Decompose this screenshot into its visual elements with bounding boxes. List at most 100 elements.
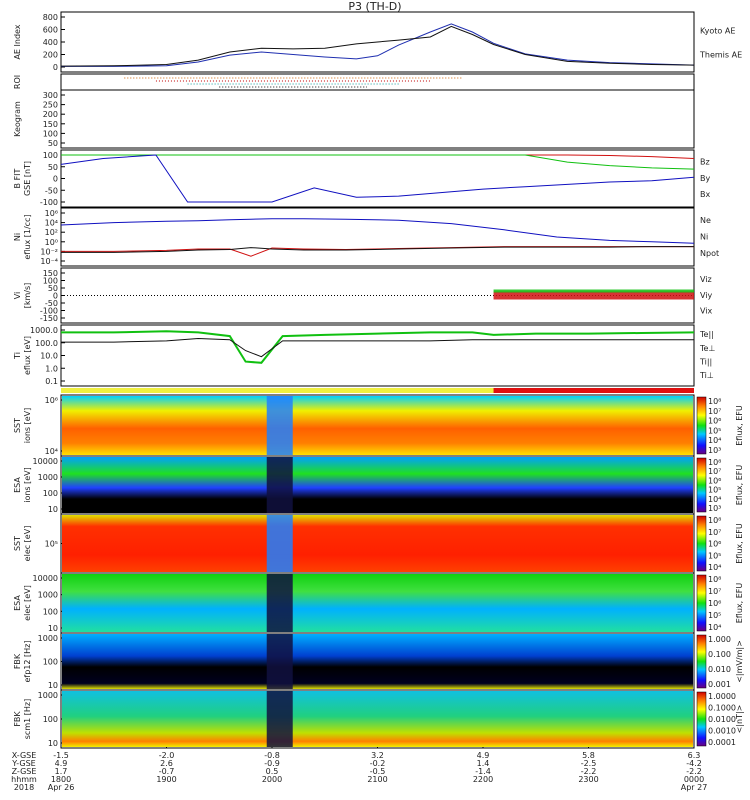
colorbar-label: <|mV/m|> [735, 640, 744, 683]
y-tick-label: 10⁴ [45, 447, 58, 456]
y-tick-label: 10⁵ [45, 540, 58, 549]
y-tick-label: 50 [48, 139, 58, 148]
y-tick-label: 10000 [33, 457, 58, 466]
colorbar-tick: 10⁶ [708, 540, 721, 549]
panel-ylabel: B FIT [13, 168, 22, 188]
x-axis-value: 4.9 [55, 759, 68, 768]
x-axis-row-label: hhmm [11, 775, 37, 784]
x-axis-value: 2000 [262, 775, 282, 784]
spectrogram-gap-fbk_e [266, 634, 293, 689]
spectrogram-sst_i [62, 396, 693, 455]
panel-ylabel: AE Index [13, 24, 22, 59]
x-axis-value: 1.7 [55, 767, 68, 776]
colorbar-tick: 10⁵ [708, 426, 721, 435]
spectrogram-gap-fbk_b [266, 691, 293, 747]
spectrogram-gap-sst_e [266, 515, 293, 572]
y-tick-label: 400 [43, 38, 58, 47]
y-tick-label: 10000 [33, 574, 58, 583]
x-axis-value: -2.5 [581, 759, 597, 768]
series-kyoto-ae [61, 23, 695, 67]
series-themis-ae [60, 25, 695, 67]
y-tick-label: 10⁴ [45, 219, 58, 228]
panel-unit: eflux [eV] [23, 336, 32, 375]
x-axis-value: 2.6 [160, 759, 173, 768]
x-axis-value: 1.4 [477, 759, 490, 768]
legend-entry: Viy [700, 291, 713, 300]
panel-unit: ions [eV] [23, 408, 32, 444]
spectrogram-esa_i [62, 457, 693, 513]
colorbar [696, 691, 707, 747]
y-tick-label: 1000 [38, 634, 58, 643]
colorbar-label: Eflux, EFU [735, 465, 744, 506]
colorbar-tick: 1.000 [708, 635, 731, 644]
series-ni [61, 246, 694, 253]
x-axis-value: -2.2 [581, 767, 597, 776]
series-bx [60, 154, 695, 203]
x-axis-row-label: Y-GSE [11, 759, 35, 768]
colorbar-tick: 1.0000 [708, 692, 736, 701]
legend-entry: Te⊥ [699, 344, 715, 353]
y-tick-label: 10 [48, 681, 58, 690]
colorbar-tick: 0.0001 [708, 738, 736, 747]
y-tick-label: 200 [43, 110, 58, 119]
x-axis-row-label: Z-GSE [12, 767, 37, 776]
panel-unit: elec [eV] [23, 585, 32, 621]
legend-entry: Bz [700, 158, 710, 167]
colorbar-tick: 10⁴ [708, 495, 721, 504]
x-axis-value: 2300 [578, 775, 598, 784]
colorbar [696, 396, 707, 455]
colorbar-tick: 10⁴ [708, 623, 721, 632]
colorbar-tick: 10⁸ [708, 516, 721, 525]
x-axis-value: 4.9 [477, 751, 490, 760]
y-tick-label: 600 [43, 26, 58, 35]
x-axis-value: -0.5 [370, 767, 386, 776]
panel-unit: eflux [1/cc] [23, 214, 32, 259]
x-axis-value: -0.7 [159, 767, 175, 776]
y-tick-label: -100 [40, 198, 58, 207]
colorbar [696, 574, 707, 632]
y-tick-label: 10 [48, 505, 58, 514]
x-axis-value: -1.4 [475, 767, 491, 776]
panel-bfit [60, 149, 695, 208]
colorbar-tick: 10³ [708, 504, 721, 513]
panel-ni [60, 207, 695, 267]
panel-ylabel: SST [13, 418, 22, 433]
panel-unit: ions [eV] [23, 467, 32, 503]
colorbar [696, 515, 707, 572]
y-tick-label: 150 [43, 269, 58, 278]
legend-entry: Kyoto AE [700, 27, 735, 36]
colorbar-tick: 0.0100 [708, 715, 736, 724]
colorbar-label: Eflux, EFU [735, 583, 744, 624]
spectrogram-gap-esa_i [266, 457, 293, 513]
colorbar-tick: 10⁶ [708, 599, 721, 608]
legend-entry: Ti⊥ [699, 371, 714, 380]
x-axis-value: 1800 [51, 775, 71, 784]
y-tick-label: -50 [45, 186, 58, 195]
colorbar-tick: 10³ [708, 446, 721, 455]
panel-unit: [km/s] [23, 283, 32, 309]
spectrogram-gap-sst_i [266, 396, 293, 455]
x-axis-value: 0.5 [266, 767, 279, 776]
colorbar-label: Eflux, EFU [735, 405, 744, 446]
colorbar-tick: 0.100 [708, 650, 731, 659]
status-bar-red [493, 388, 694, 393]
y-tick-label: 0 [53, 292, 58, 301]
x-axis-value: 5.8 [582, 751, 595, 760]
colorbar [696, 457, 707, 513]
colorbar-label: <|nT|> [735, 705, 744, 734]
x-axis-value: -1.5 [53, 751, 69, 760]
x-axis-value: 6.3 [688, 751, 701, 760]
panel-unit: GSE [nT] [23, 161, 32, 196]
colorbar-tick: 10⁴ [708, 563, 721, 572]
y-tick-label: 50 [48, 284, 58, 293]
legend-entry: Themis AE [699, 51, 742, 60]
spectrogram-sst_e [62, 515, 693, 572]
legend-entry: Npot [700, 249, 719, 258]
panel-ylabel: Ti [13, 352, 22, 360]
x-axis-row-label: 2018 [14, 783, 34, 792]
y-tick-label: 250 [43, 101, 58, 110]
y-tick-label: 50 [48, 163, 58, 172]
spectrogram-fbk_e [62, 634, 693, 689]
x-axis-value: -0.8 [264, 751, 280, 760]
colorbar [696, 634, 707, 689]
